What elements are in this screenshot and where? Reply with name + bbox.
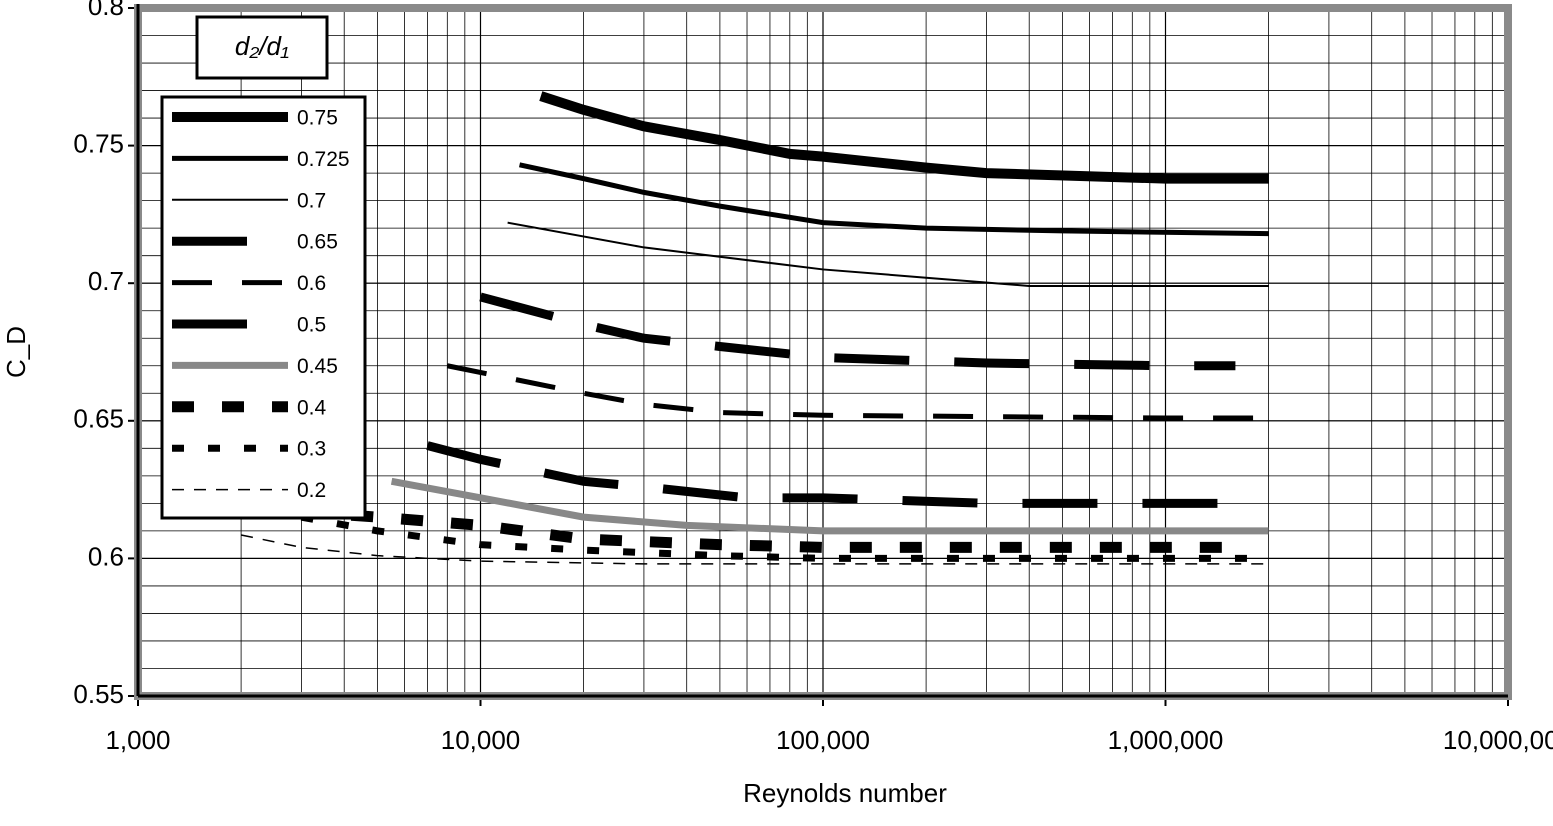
y-axis-label: C_D [1, 326, 31, 378]
legend-label: 0.75 [297, 107, 338, 130]
y-tick-label: 0.7 [88, 266, 124, 296]
series-line [390, 477, 1269, 535]
y-tick-label: 0.55 [73, 679, 124, 709]
legend-label: 0.65 [297, 231, 338, 254]
y-tick-label: 0.8 [88, 0, 124, 21]
legend-label: 0.6 [297, 272, 326, 295]
legend-label: 0.4 [297, 396, 327, 419]
x-tick-label: 1,000,000 [1108, 725, 1224, 755]
x-axis-label: Reynolds number [743, 778, 947, 808]
series-line [539, 91, 1269, 184]
series-line [446, 363, 1269, 421]
legend-title-box [195, 15, 329, 80]
series-line [240, 534, 1269, 565]
legend-label: 0.5 [297, 314, 326, 337]
legend-label: 0.2 [297, 479, 326, 502]
y-tick-label: 0.75 [73, 128, 124, 158]
y-tick-label: 0.65 [73, 404, 124, 434]
x-tick-label: 10,000,000 [1443, 725, 1553, 755]
series-line [519, 162, 1269, 237]
legend-label: 0.3 [297, 438, 326, 461]
series-line [426, 441, 1236, 508]
legend-label: 0.7 [297, 189, 326, 212]
x-tick-label: 100,000 [776, 725, 870, 755]
x-tick-label: 1,000 [105, 725, 170, 755]
legend-title: d₂/d₁ [235, 31, 289, 61]
series-line [507, 221, 1269, 287]
y-tick-label: 0.6 [88, 541, 124, 571]
legend-label: 0.725 [297, 148, 350, 171]
series-line [479, 292, 1236, 371]
x-tick-label: 10,000 [441, 725, 521, 755]
legend-label: 0.45 [297, 355, 338, 378]
series-line [300, 513, 1269, 562]
legend-box [160, 95, 367, 520]
